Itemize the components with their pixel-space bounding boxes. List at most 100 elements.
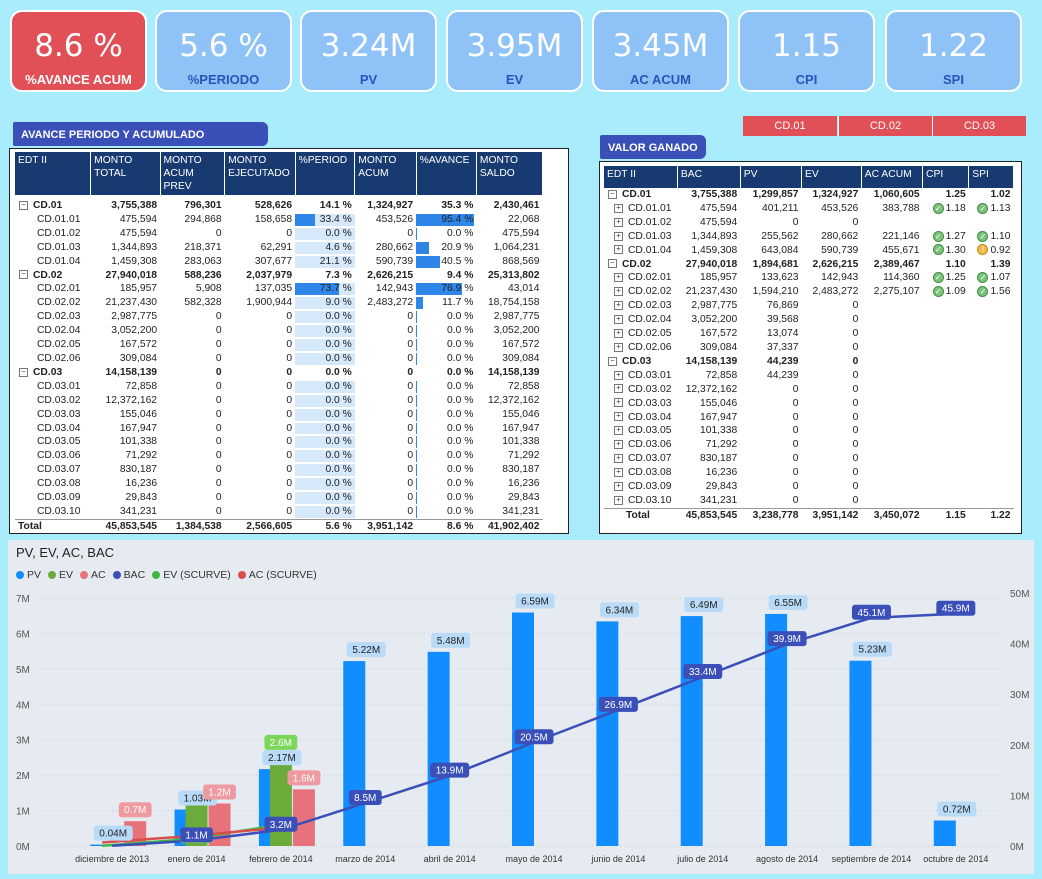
table-row[interactable]: + CD.03.07 830,187 0 0	[604, 452, 1014, 466]
expand-icon[interactable]: +	[614, 231, 623, 241]
cpi-cell: 1.10	[923, 258, 969, 272]
expand-icon[interactable]: +	[614, 370, 623, 380]
table-row[interactable]: CD.03.01 72,858 0 0 0.0 % 0 0.0 % 72,858	[15, 380, 543, 394]
legend-item[interactable]: EV	[48, 569, 73, 581]
expand-icon[interactable]: +	[614, 203, 623, 213]
table-row[interactable]: + CD.02.06 309,084 37,337 0	[604, 341, 1014, 355]
column-header[interactable]: EDT II	[604, 166, 678, 188]
expand-icon[interactable]: +	[614, 426, 623, 436]
expand-icon[interactable]: +	[614, 273, 623, 283]
table-row[interactable]: − CD.02 27,940,018 588,236 2,037,979 7.3 % 2,6…	[15, 269, 543, 283]
table-row[interactable]: + CD.03.02 12,372,162 0 0	[604, 383, 1014, 397]
column-header[interactable]: AC ACUM	[861, 166, 924, 188]
legend-item[interactable]: PV	[16, 569, 41, 581]
column-header[interactable]: MONTO SALDO	[476, 152, 544, 195]
expand-icon[interactable]: +	[614, 314, 623, 324]
collapse-icon[interactable]: −	[608, 189, 617, 199]
table-row[interactable]: CD.01.01 475,594 294,868 158,658 33.4 % 453,5…	[15, 213, 543, 227]
collapse-icon[interactable]: −	[19, 367, 28, 377]
pv-bar	[343, 661, 366, 846]
expand-icon[interactable]: +	[614, 245, 623, 255]
table-row[interactable]: − CD.01 3,755,388 1,299,857 1,324,927 1,060,6…	[604, 188, 1014, 202]
table-row[interactable]: + CD.01.03 1,344,893 255,562 280,662 221,146 ✓…	[604, 230, 1014, 244]
slicer-cd-01[interactable]: CD.01	[743, 116, 837, 136]
table-row[interactable]: + CD.01.02 475,594 0 0	[604, 216, 1014, 230]
table-row[interactable]: CD.02.04 3,052,200 0 0 0.0 % 0 0.0 % 3,052,200	[15, 324, 543, 338]
table-row[interactable]: − CD.01 3,755,388 796,301 528,626 14.1 % 1,324…	[15, 199, 543, 213]
expand-icon[interactable]: +	[614, 454, 623, 463]
table-row[interactable]: CD.02.01 185,957 5,908 137,035 73.7 % 142,943…	[15, 282, 543, 296]
slicer-cd-02[interactable]: CD.02	[838, 116, 932, 136]
expand-icon[interactable]: +	[614, 301, 623, 311]
table-row[interactable]: + CD.03.06 71,292 0 0	[604, 438, 1014, 452]
table-row[interactable]: CD.03.05 101,338 0 0 0.0 % 0 0.0 % 101,338	[15, 435, 543, 449]
column-header[interactable]: MONTO ACUM PREV	[160, 152, 226, 195]
table-row[interactable]: CD.03.09 29,843 0 0 0.0 % 0 0.0 % 29,843	[15, 491, 543, 505]
column-header[interactable]: BAC	[677, 166, 741, 188]
table-row[interactable]: + CD.03.09 29,843 0 0	[604, 480, 1014, 494]
table-row[interactable]: CD.02.02 21,237,430 582,328 1,900,944 9.0 % 2…	[15, 296, 543, 310]
expand-icon[interactable]: +	[614, 412, 623, 422]
column-header[interactable]: EDT II	[15, 152, 92, 195]
table-row[interactable]: + CD.01.04 1,459,308 643,084 590,739 455,671 ✓…	[604, 244, 1014, 258]
expand-icon[interactable]: +	[614, 384, 623, 394]
expand-icon[interactable]: +	[614, 495, 623, 505]
column-header[interactable]: MONTO TOTAL	[90, 152, 161, 195]
expand-icon[interactable]: +	[614, 328, 623, 338]
table-row[interactable]: CD.03.10 341,231 0 0 0.0 % 0 0.0 % 341,231	[15, 505, 543, 519]
table-row[interactable]: + CD.03.01 72,858 44,239 0	[604, 369, 1014, 383]
table-row[interactable]: + CD.03.03 155,046 0 0	[604, 397, 1014, 411]
expand-icon[interactable]: +	[614, 342, 623, 352]
table-row[interactable]: + CD.03.10 341,231 0 0	[604, 494, 1014, 508]
expand-icon[interactable]: +	[614, 481, 623, 491]
expand-icon[interactable]: +	[614, 398, 623, 408]
table-row[interactable]: + CD.03.04 167,947 0 0	[604, 411, 1014, 425]
collapse-icon[interactable]: −	[608, 356, 617, 366]
table-row[interactable]: + CD.03.08 16,236 0 0	[604, 466, 1014, 480]
legend-item[interactable]: AC (SCURVE)	[237, 569, 317, 581]
table-row[interactable]: + CD.03.05 101,338 0 0	[604, 424, 1014, 438]
column-header[interactable]: CPI	[922, 166, 970, 188]
table-row[interactable]: + CD.01.01 475,594 401,211 453,526 383,788 ✓ 1.…	[604, 202, 1014, 216]
legend-item[interactable]: BAC	[112, 569, 145, 581]
table-row[interactable]: + CD.02.04 3,052,200 39,568 0	[604, 313, 1014, 327]
column-header[interactable]: SPI	[968, 166, 1014, 188]
table-row[interactable]: CD.03.07 830,187 0 0 0.0 % 0 0.0 % 830,187	[15, 463, 543, 477]
table-row[interactable]: CD.03.03 155,046 0 0 0.0 % 0 0.0 % 155,046	[15, 408, 543, 422]
table-row[interactable]: − CD.02 27,940,018 1,894,681 2,626,215 2,389,…	[604, 258, 1014, 272]
legend-item[interactable]: EV (SCURVE)	[152, 569, 231, 581]
table-row[interactable]: CD.02.06 309,084 0 0 0.0 % 0 0.0 % 309,084	[15, 352, 543, 366]
spi-value: 1.02	[990, 189, 1011, 200]
table-row[interactable]: + CD.02.03 2,987,775 76,869 0	[604, 299, 1014, 313]
collapse-icon[interactable]: −	[19, 270, 28, 280]
column-header[interactable]: MONTO ACUM	[354, 152, 417, 195]
collapse-icon[interactable]: −	[608, 259, 617, 269]
table-row[interactable]: + CD.02.01 185,957 133,623 142,943 114,360 ✓ 1.…	[604, 271, 1014, 285]
expand-icon[interactable]: +	[614, 440, 623, 450]
table-row[interactable]: CD.01.04 1,459,308 283,063 307,677 21.1 % 590…	[15, 255, 543, 269]
table-row[interactable]: + CD.02.05 167,572 13,074 0	[604, 327, 1014, 341]
table-row[interactable]: CD.03.08 16,236 0 0 0.0 % 0 0.0 % 16,236	[15, 477, 543, 491]
table-row[interactable]: CD.03.04 167,947 0 0 0.0 % 0 0.0 % 167,947	[15, 422, 543, 436]
column-header[interactable]: MONTO EJECUTADO	[224, 152, 296, 195]
column-header[interactable]: %PERIOD	[295, 152, 356, 195]
column-header[interactable]: PV	[740, 166, 802, 188]
legend-item[interactable]: AC	[80, 569, 106, 581]
table-row[interactable]: CD.03.06 71,292 0 0 0.0 % 0 0.0 % 71,292	[15, 449, 543, 463]
column-header[interactable]: EV	[801, 166, 862, 188]
table-row[interactable]: − CD.03 14,158,139 0 0 0.0 % 0 0.0 % 14,158,139	[15, 366, 543, 380]
table-row[interactable]: CD.01.03 1,344,893 218,371 62,291 4.6 % 280,6…	[15, 241, 543, 255]
collapse-icon[interactable]: −	[19, 200, 28, 210]
table-row[interactable]: CD.02.05 167,572 0 0 0.0 % 0 0.0 % 167,572	[15, 338, 543, 352]
slicer-cd-03[interactable]: CD.03	[932, 116, 1026, 136]
expand-icon[interactable]: +	[614, 217, 623, 227]
table-row[interactable]: + CD.02.02 21,237,430 1,594,210 2,483,272 2,2…	[604, 285, 1014, 299]
expand-icon[interactable]: +	[614, 287, 623, 297]
table-row[interactable]: CD.01.02 475,594 0 0 0.0 % 0 0.0 % 475,594	[15, 227, 543, 241]
table-row[interactable]: CD.02.03 2,987,775 0 0 0.0 % 0 0.0 % 2,987,775	[15, 310, 543, 324]
expand-icon[interactable]: +	[614, 467, 623, 477]
column-header[interactable]: %AVANCE	[416, 152, 477, 195]
table-row[interactable]: − CD.03 14,158,139 44,239 0	[604, 355, 1014, 369]
table-row[interactable]: CD.03.02 12,372,162 0 0 0.0 % 0 0.0 % 12,372,16…	[15, 394, 543, 408]
period-bar-bg	[295, 325, 355, 338]
